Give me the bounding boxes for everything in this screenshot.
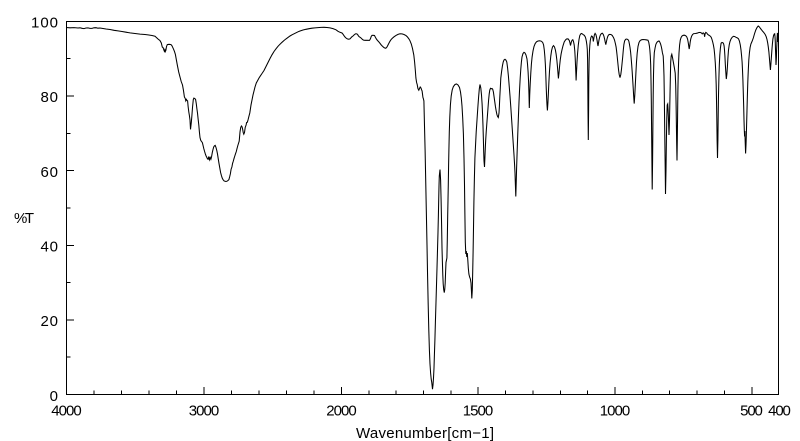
svg-text:0: 0 — [50, 388, 58, 405]
svg-text:Wavenumber[cm−1]: Wavenumber[cm−1] — [356, 425, 494, 441]
svg-text:500: 500 — [740, 403, 763, 420]
svg-text:1500: 1500 — [463, 403, 493, 420]
svg-text:3000: 3000 — [189, 403, 219, 420]
svg-text:1000: 1000 — [600, 403, 630, 420]
svg-text:100: 100 — [31, 15, 58, 32]
svg-text:2000: 2000 — [326, 403, 356, 420]
svg-text:40: 40 — [41, 239, 59, 256]
svg-text:400: 400 — [768, 403, 791, 420]
svg-text:80: 80 — [41, 89, 59, 106]
svg-text:%T: %T — [14, 210, 34, 227]
svg-text:60: 60 — [41, 164, 59, 181]
svg-text:20: 20 — [41, 313, 59, 330]
svg-text:4000: 4000 — [51, 403, 81, 420]
